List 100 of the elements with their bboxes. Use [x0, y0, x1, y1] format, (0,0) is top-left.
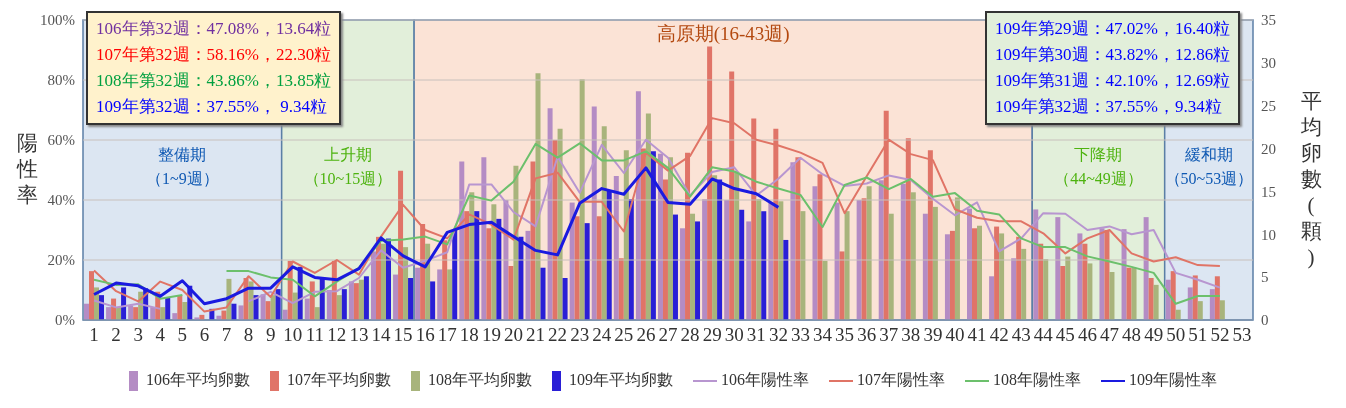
band-label: 下降期（44~49週）	[1054, 146, 1143, 187]
bar	[491, 204, 497, 320]
bar	[177, 295, 183, 320]
bar	[800, 211, 806, 320]
x-tick-label: 46	[1077, 324, 1097, 346]
bar	[690, 213, 696, 320]
bar	[265, 301, 271, 320]
x-tick-label: 32	[768, 324, 788, 346]
bar	[1197, 301, 1203, 320]
bar	[944, 234, 950, 320]
x-tick-label: 26	[636, 324, 656, 346]
legend-label: 107年陽性率	[857, 370, 945, 390]
annotation: 107年第32週：58.16%，22.30粒	[96, 44, 332, 66]
bar	[452, 230, 458, 320]
x-tick-label: 16	[415, 324, 435, 346]
x-tick-label: 8	[243, 324, 254, 346]
x-tick-label: 47	[1100, 324, 1120, 346]
bar	[579, 79, 585, 320]
bar	[415, 267, 421, 320]
bar	[353, 283, 359, 320]
bar	[778, 201, 784, 320]
bar	[817, 174, 823, 320]
band-label: 整備期（1~9週）	[146, 146, 219, 187]
bar	[496, 218, 502, 320]
x-tick-label: 49	[1144, 324, 1164, 346]
y-axis-title: 陽性率	[15, 130, 39, 208]
bar	[540, 267, 546, 320]
band-label: 高原期(16-43週)	[656, 23, 790, 45]
bar	[734, 171, 740, 320]
x-tick-label: 37	[879, 324, 899, 346]
x-tick-label: 36	[857, 324, 877, 346]
y2-tick-label: 30	[1261, 55, 1276, 72]
bar	[613, 176, 619, 320]
y2-tick-label: 15	[1261, 183, 1276, 200]
bar	[1087, 263, 1093, 320]
annotation: 109年第32週：37.55%， 9.34粒	[96, 96, 328, 118]
band-label: 緩和期（50~53週）	[1164, 146, 1254, 187]
bar	[569, 202, 575, 320]
bar	[469, 192, 475, 320]
bar	[1016, 236, 1022, 320]
x-tick-label: 19	[481, 324, 501, 346]
y2-tick-label: 10	[1261, 226, 1276, 243]
bar	[834, 202, 840, 320]
bar	[1077, 233, 1083, 320]
bar	[812, 186, 818, 320]
bar	[508, 266, 514, 320]
legend-label: 106年平均卵數	[146, 370, 250, 390]
x-tick-label: 1	[89, 324, 99, 346]
bar	[739, 209, 745, 320]
bar	[1038, 243, 1044, 320]
y-tick-label: 80%	[47, 72, 75, 89]
bar	[393, 274, 399, 320]
bar	[1209, 289, 1215, 320]
bar	[702, 199, 708, 320]
bar	[761, 211, 767, 320]
y2-tick-label: 20	[1261, 140, 1276, 157]
x-tick-label: 38	[901, 324, 921, 346]
x-tick-label: 27	[658, 324, 678, 346]
bar	[972, 228, 978, 320]
bar	[768, 203, 774, 320]
bar	[822, 260, 828, 320]
bar	[275, 289, 281, 320]
bar	[425, 243, 431, 320]
annotation: 108年第32週：43.86%，13.85粒	[96, 70, 332, 92]
x-tick-label: 4	[155, 324, 166, 346]
y2-tick-label: 25	[1261, 98, 1276, 115]
bar	[518, 236, 524, 320]
bar	[270, 295, 276, 320]
y-tick-label: 40%	[47, 192, 75, 209]
bar	[856, 200, 862, 320]
x-tick-label: 42	[989, 324, 1009, 346]
bar	[1126, 267, 1132, 320]
x-tick-label: 25	[614, 324, 634, 346]
x-tick-label: 13	[349, 324, 369, 346]
bar	[1131, 267, 1137, 320]
bar	[866, 186, 872, 320]
annotation: 109年第29週：47.02%，16.40粒	[995, 18, 1231, 40]
bar	[606, 190, 612, 320]
bar	[1153, 284, 1159, 320]
bar	[724, 200, 730, 320]
annotation: 109年第30週：43.82%，12.86粒	[995, 44, 1231, 66]
bar	[910, 192, 916, 320]
x-tick-label: 41	[967, 324, 987, 346]
bar	[574, 216, 580, 320]
y2-tick-label: 35	[1261, 12, 1276, 29]
bar	[1219, 300, 1225, 320]
x-tick-label: 30	[724, 324, 744, 346]
x-tick-label: 14	[371, 324, 392, 346]
x-tick-label: 48	[1122, 324, 1142, 346]
bar	[844, 211, 850, 320]
bar	[1055, 217, 1061, 320]
bar	[238, 305, 244, 320]
y2-tick-label: 0	[1261, 312, 1269, 329]
x-tick-label: 40	[945, 324, 965, 346]
x-tick-label: 10	[283, 324, 303, 346]
x-tick-label: 17	[437, 324, 457, 346]
bar	[182, 302, 188, 320]
bar	[712, 175, 718, 320]
bar	[1187, 287, 1193, 320]
bar	[1021, 248, 1027, 320]
